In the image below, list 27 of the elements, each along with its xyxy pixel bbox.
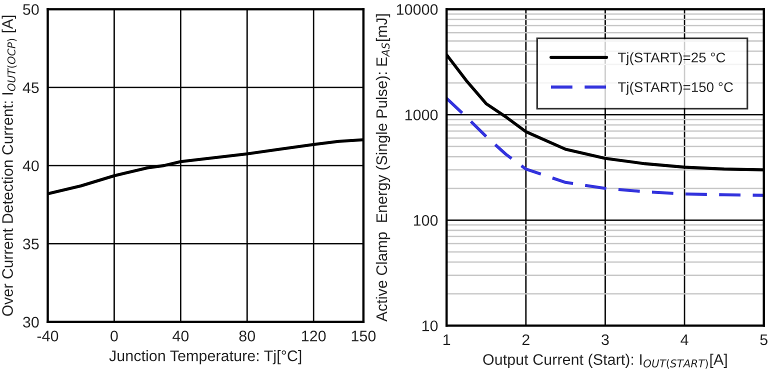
x-tick-label: 1 (444, 334, 450, 346)
x-axis-title: Junction Temperature: Tj[°C] (109, 350, 302, 364)
legend-label: Tj(START)=25 °C (618, 52, 726, 66)
y-axis-title: Over Current Detection Current: I$_{OUT(OCP)}$ [A] (2, 16, 17, 316)
y-tick-label: 50 (23, 4, 39, 15)
x-tick-label: 0 (110, 330, 118, 342)
y-tick-label: 10 (422, 320, 438, 332)
y-tick-label: 35 (22, 238, 39, 250)
y-axis-title: Active Clamp Energy (Single Pulse): E$_{AS}$[mJ] (376, 14, 390, 322)
x-tick-label: 4 (680, 334, 688, 346)
x-tick-label: 120 (302, 330, 326, 342)
y-tick-label: 40 (22, 160, 39, 172)
y-tick-label: 30 (22, 316, 39, 328)
x-tick-label: 150 (352, 330, 376, 342)
x-tick-label: 80 (239, 330, 256, 342)
y-tick-label: 100 (414, 215, 438, 226)
y-tick-label: 1000 (405, 110, 438, 120)
x-tick-label: 2 (522, 334, 530, 346)
x-axis-title: Output Current (Start): I$_{OUT(START)}$[A] (483, 354, 727, 369)
y-tick-label: 45 (22, 82, 39, 94)
x-tick-label: -40 (37, 330, 58, 342)
x-tick-label: 40 (172, 330, 189, 342)
x-tick-label: 3 (602, 334, 609, 346)
line-series (446, 96, 764, 197)
y-tick-label: 10000 (396, 4, 438, 15)
x-tick-label: 5 (760, 334, 768, 346)
legend-label: Tj(START)=150 °C (618, 82, 733, 95)
